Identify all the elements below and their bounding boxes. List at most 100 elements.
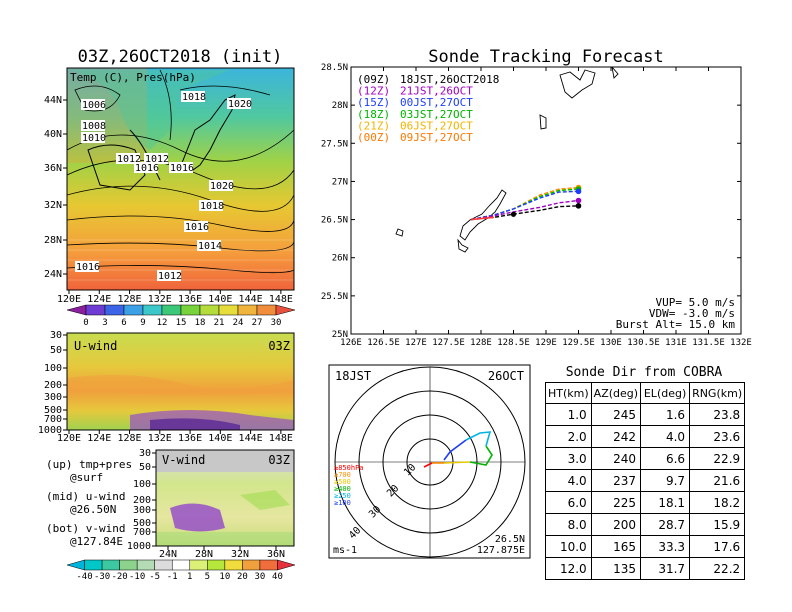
x-tick-label: 127.5E xyxy=(432,338,465,348)
colorbar-swatch xyxy=(275,304,296,316)
y-tick-label: 26N xyxy=(332,254,348,264)
legend-utc: (18Z) xyxy=(357,108,390,121)
colorbar-label: 1 xyxy=(187,572,192,582)
uwind-time: 03Z xyxy=(268,339,290,353)
colorbar-label: 20 xyxy=(237,572,248,582)
colorbar-label: -20 xyxy=(111,572,127,582)
table-cell: 33.3 xyxy=(640,535,691,558)
track-info: Burst Alt= 15.0 km xyxy=(616,318,736,331)
contour-label: 1020 xyxy=(228,99,252,110)
note-detail: @26.50N xyxy=(70,503,116,516)
p-tick-label: 300 xyxy=(133,505,151,516)
y-tick-label: 28.5N xyxy=(321,63,348,73)
lon-tick-label: 144E xyxy=(239,294,263,305)
note-label: (mid) u-wind xyxy=(46,490,125,503)
colorbar-label: 27 xyxy=(252,318,263,328)
contour-label-bg xyxy=(81,99,105,110)
x-tick-label: 131E xyxy=(665,338,687,348)
p-tick-label: 50 xyxy=(139,462,151,473)
table-cell: 21.6 xyxy=(689,469,746,492)
contour-label: 1016 xyxy=(185,222,209,233)
lon-tick-label: 140E xyxy=(208,433,232,444)
track-start-segment xyxy=(471,216,495,221)
table-row: 8.0 200 28.7 15.9 xyxy=(545,513,746,536)
contour-label-bg xyxy=(75,261,99,272)
y-tick-label: 28N xyxy=(332,101,348,111)
colorbar-label: 3 xyxy=(102,318,107,328)
colorbar-swatch xyxy=(85,304,106,316)
table-cell: 22.9 xyxy=(689,447,746,470)
note-detail: @surf xyxy=(70,471,103,484)
p-tick-label: 30 xyxy=(139,448,151,459)
note-detail: @127.84E xyxy=(70,535,123,548)
table-cell: 242 xyxy=(590,425,642,448)
colorbar-label: -10 xyxy=(129,572,145,582)
lat-tick-label: 28N xyxy=(44,235,62,246)
legend-utc: (15Z) xyxy=(357,96,390,109)
lon-tick-label: 120E xyxy=(57,433,81,444)
colorbar-swatch xyxy=(277,559,296,571)
table-row: 1.0 245 1.6 23.8 xyxy=(545,403,746,426)
legend-jst: 06JST,27OCT xyxy=(400,119,473,132)
table-row: 4.0 237 9.7 21.6 xyxy=(545,469,746,492)
lon-tick-label: 128E xyxy=(117,433,141,444)
table-cell: 3.0 xyxy=(545,447,592,470)
y-tick-label: 25N xyxy=(332,330,348,340)
track-end-point xyxy=(575,203,582,209)
lon-tick-label: 140E xyxy=(208,294,232,305)
colorbar-swatch xyxy=(224,559,243,571)
p-tick-label: 300 xyxy=(44,392,62,403)
table-header-cell: AZ(deg) xyxy=(590,382,642,404)
contour-label-bg xyxy=(227,98,251,109)
y-tick-label: 27N xyxy=(332,177,348,187)
p-tick-label: 100 xyxy=(133,479,151,490)
colorbar-swatch xyxy=(84,559,103,571)
table-header-cell: EL(deg) xyxy=(640,382,691,404)
vwind-title: V-wind xyxy=(162,453,205,467)
contour-label: 1020 xyxy=(210,181,234,192)
colorbar-label: 15 xyxy=(176,318,187,328)
colorbar-swatch xyxy=(242,559,261,571)
colorbar-swatch xyxy=(123,304,144,316)
lon-tick-label: 120E xyxy=(57,294,81,305)
contour-label-bg xyxy=(134,162,158,173)
x-tick-label: 130.5E xyxy=(627,338,660,348)
table-cell: 28.7 xyxy=(640,513,691,536)
colorbar-label: 12 xyxy=(157,318,168,328)
colorbar-swatch xyxy=(259,559,278,571)
contour-label: 1016 xyxy=(76,262,100,273)
cobra-table: HT(km) AZ(deg) EL(deg) RNG(km) 1.0 245 1.6 23.8… xyxy=(545,382,746,580)
contour-label-bg xyxy=(184,221,208,232)
contour-label: 1008 xyxy=(82,121,106,132)
lat-tick-label: 44N xyxy=(44,95,62,106)
colorbar-swatch xyxy=(180,304,201,316)
lon-tick-label: 136E xyxy=(178,433,202,444)
table-cell: 165 xyxy=(590,535,642,558)
contour-label: 1016 xyxy=(135,163,159,174)
colorbar-label: 6 xyxy=(121,318,126,328)
x-tick-label: 131.5E xyxy=(692,338,725,348)
track-end-point xyxy=(575,188,582,195)
x-tick-label: 127E xyxy=(405,338,427,348)
legend-utc: (09Z) xyxy=(357,73,390,86)
p-tick-label: 1000 xyxy=(38,425,62,436)
x-tick-label: 129.5E xyxy=(562,338,595,348)
polar-legend-item: ≥250 xyxy=(334,492,351,500)
polar-unit: ms-1 xyxy=(333,545,357,556)
polar-legend-item: ≥850hPa xyxy=(334,464,364,472)
vwind-plot xyxy=(156,450,294,546)
legend-jst: 09JST,27OCT xyxy=(400,131,473,144)
contour-label-bg xyxy=(199,200,223,211)
table-cell: 4.0 xyxy=(545,469,592,492)
lon-tick-label: 132E xyxy=(148,294,172,305)
table-cell: 1.6 xyxy=(640,403,691,426)
colorbar-swatch xyxy=(101,559,120,571)
polar-hodograph xyxy=(423,431,493,468)
table-cell: 4.0 xyxy=(640,425,691,448)
lon-tick-label: 132E xyxy=(148,433,172,444)
table-cell: 17.6 xyxy=(689,535,746,558)
lon-tick-label: 128E xyxy=(117,294,141,305)
x-tick-label: 126.5E xyxy=(367,338,400,348)
p-tick-label: 30 xyxy=(50,330,62,341)
